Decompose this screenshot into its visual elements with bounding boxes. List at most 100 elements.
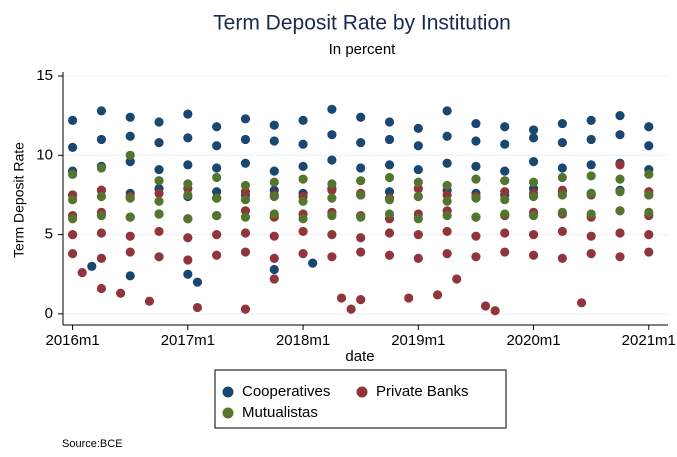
point [615,174,625,184]
y-tick-label: 5 [45,226,53,243]
point [615,252,625,262]
point [192,277,203,287]
point [154,176,164,186]
point [125,157,135,167]
point [528,133,539,143]
point [240,195,251,205]
point [327,130,337,140]
point [557,172,567,183]
point [125,212,135,222]
point [442,190,452,200]
legend-label: Private Banks [376,383,469,400]
point [96,106,107,116]
point [471,174,481,184]
point [356,212,366,222]
point [442,131,452,141]
point [586,231,596,241]
point [442,180,452,191]
point [68,249,78,259]
point [192,302,203,313]
point [452,274,462,284]
point [154,164,164,175]
point [413,253,423,263]
point [327,104,337,114]
point [183,255,193,265]
point [212,187,222,197]
point [356,112,366,122]
point [442,158,452,168]
point [269,209,279,219]
point [269,264,279,275]
point [154,226,164,237]
point [96,185,107,195]
point [471,136,481,146]
point [327,229,337,240]
point [327,155,337,165]
point [298,174,308,184]
point [327,185,337,195]
point [240,228,251,238]
point [644,122,654,132]
point [644,207,654,217]
point [183,179,193,189]
point [384,134,395,145]
point [212,141,222,151]
point [586,188,596,198]
point [384,187,395,197]
point [644,169,654,179]
point [154,252,164,262]
point [615,130,625,140]
point [490,306,500,316]
point [356,190,366,200]
point [471,252,481,262]
point [471,231,481,241]
point [125,193,135,203]
point [528,125,539,135]
point [298,139,308,149]
point [384,209,395,219]
legend-marker [222,386,234,398]
point [269,274,279,284]
point [240,114,251,124]
point [356,247,366,257]
legend-marker [356,386,368,398]
point [356,176,366,186]
y-tick-label: 15 [36,67,53,84]
point [615,187,625,197]
point [240,304,251,314]
point [528,157,539,167]
point [528,191,539,202]
point [586,134,596,145]
legend-box [214,369,507,429]
point [442,210,452,221]
point [356,163,366,173]
point [356,233,366,243]
point [68,229,78,240]
point [125,131,135,141]
point [413,229,423,240]
point [528,250,539,260]
point [212,172,222,183]
x-tick-label: 2019m1 [391,332,445,349]
point [96,283,107,294]
y-axis-label: Term Deposit Rate [11,142,27,258]
point [68,115,78,126]
point [125,112,135,122]
point [327,252,337,262]
point [500,187,510,197]
point [87,261,97,271]
point [644,247,654,257]
chart-title: Term Deposit Rate by Institution [213,12,511,35]
point [413,164,423,175]
point [557,190,567,200]
point [154,196,164,206]
point [413,184,423,194]
point [384,160,395,170]
point [183,269,193,279]
point [384,250,395,260]
point [96,191,107,202]
point [327,210,337,221]
point [212,122,222,132]
point [500,139,510,149]
